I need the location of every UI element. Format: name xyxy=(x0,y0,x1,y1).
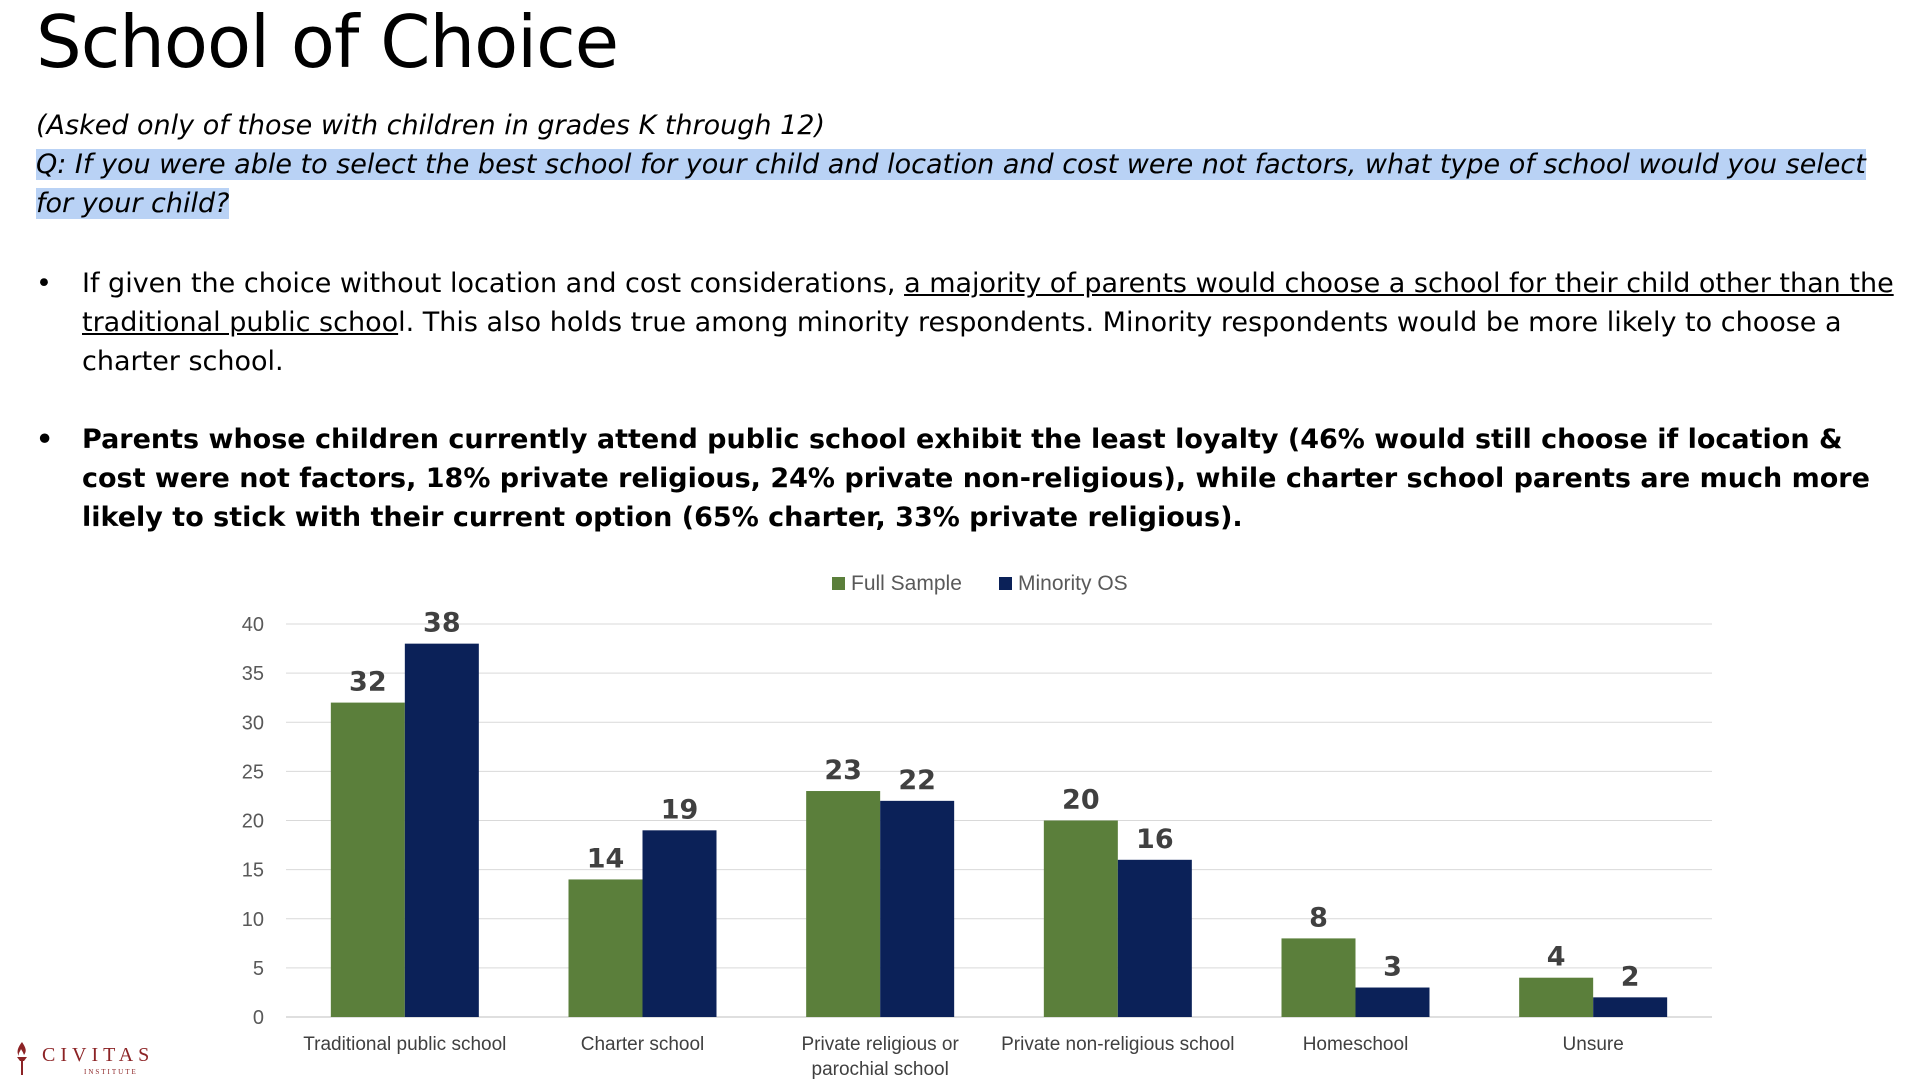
data-label: 14 xyxy=(587,843,625,874)
bar xyxy=(1117,859,1192,1017)
bullet-dot: • xyxy=(36,424,54,455)
bar xyxy=(330,702,405,1017)
y-tick-label: 5 xyxy=(253,958,264,980)
question-text: Q: If you were able to select the best s… xyxy=(36,145,1886,223)
legend-swatch xyxy=(999,577,1012,590)
bar xyxy=(1043,820,1118,1017)
bar xyxy=(880,800,955,1017)
civitas-logo: CIVITAS INSTITUTE xyxy=(12,1040,172,1080)
bar xyxy=(642,830,717,1017)
bullet-item-majority: • If given the choice without location a… xyxy=(36,264,1906,381)
y-tick-label: 40 xyxy=(242,614,264,636)
data-label: 4 xyxy=(1547,942,1566,973)
slide-title: School of Choice xyxy=(36,0,619,84)
bullet1-text-pre: If given the choice without location and… xyxy=(82,268,905,299)
bar xyxy=(568,879,643,1017)
torch-icon xyxy=(17,1042,27,1075)
bullet1-text-post: l. This also holds true among minority r… xyxy=(82,307,1842,377)
bar xyxy=(1355,987,1430,1017)
y-tick-label: 0 xyxy=(253,1007,264,1029)
logo-subtitle: INSTITUTE xyxy=(84,1068,138,1076)
bar xyxy=(1519,977,1594,1017)
intro-line: (Asked only of those with children in gr… xyxy=(36,110,826,141)
y-tick-label: 10 xyxy=(242,909,264,931)
data-label: 23 xyxy=(824,755,862,786)
bullet2-text: Parents whose children currently attend … xyxy=(82,424,1870,533)
x-tick-label: parochial school xyxy=(812,1059,949,1080)
data-label: 20 xyxy=(1062,785,1100,816)
x-tick-label: Traditional public school xyxy=(303,1034,506,1055)
legend-label: Minority OS xyxy=(1018,572,1128,595)
bar xyxy=(1593,997,1668,1017)
x-tick-label: Unsure xyxy=(1563,1034,1624,1055)
data-label: 2 xyxy=(1621,961,1640,992)
y-tick-label: 15 xyxy=(242,860,264,882)
data-label: 22 xyxy=(898,765,936,796)
data-label: 19 xyxy=(661,794,699,825)
y-tick-label: 30 xyxy=(242,712,264,734)
question-block: (Asked only of those with children in gr… xyxy=(36,106,1886,223)
legend-swatch xyxy=(832,577,845,590)
legend-label: Full Sample xyxy=(851,572,962,595)
bullet1-underlined-text: a majority of parents would choose a sch… xyxy=(82,268,1894,338)
data-label: 38 xyxy=(423,608,461,639)
data-label: 16 xyxy=(1136,824,1174,855)
bar xyxy=(1281,938,1356,1017)
bullet-list: • If given the choice without location a… xyxy=(36,264,1906,537)
bullet-dot: • xyxy=(36,268,52,299)
x-tick-label: Charter school xyxy=(581,1034,705,1055)
bullet-item-loyalty: • Parents whose children currently atten… xyxy=(36,420,1906,537)
highlighted-question: Q: If you were able to select the best s… xyxy=(36,149,1866,219)
x-tick-label: Homeschool xyxy=(1303,1034,1409,1055)
data-label: 3 xyxy=(1383,952,1402,983)
y-tick-label: 20 xyxy=(242,811,264,833)
bar xyxy=(806,791,881,1017)
x-tick-label: Private religious or xyxy=(801,1034,959,1055)
y-tick-label: 35 xyxy=(242,663,264,685)
bar xyxy=(404,643,479,1017)
y-tick-label: 25 xyxy=(242,761,264,783)
data-label: 8 xyxy=(1309,902,1328,933)
logo-name: CIVITAS xyxy=(42,1044,155,1066)
data-label: 32 xyxy=(349,667,387,698)
x-tick-label: Private non-religious school xyxy=(1001,1034,1234,1055)
